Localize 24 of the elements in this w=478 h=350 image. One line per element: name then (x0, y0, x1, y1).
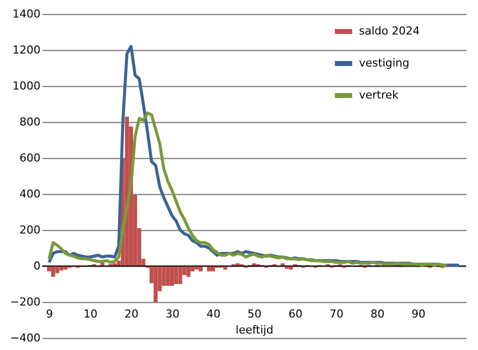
x-tick-label: 80 (370, 308, 384, 320)
y-tick-label: 800 (20, 116, 40, 128)
y-tick-label: −200 (10, 296, 40, 308)
x-tick-label: 20 (124, 308, 139, 320)
x-tick-label: 10 (84, 308, 98, 320)
y-tick-label: 200 (20, 224, 40, 236)
x-tick-label: 9 (46, 308, 54, 320)
x-tick-label: 60 (288, 308, 302, 320)
legend-label: vertrek (359, 88, 400, 102)
y-tick-label: 0 (34, 260, 40, 272)
x-tick-label: 90 (411, 308, 426, 320)
legend-label: saldo 2024 (359, 24, 420, 38)
y-tick-label: −400 (10, 332, 40, 344)
x-axis-title: leeftijd (236, 324, 274, 336)
x-tick-label: 40 (206, 308, 221, 320)
x-tick-label: 50 (248, 308, 262, 320)
x-tick-label: 30 (166, 308, 180, 320)
y-tick-label: 1400 (12, 8, 40, 20)
y-tick-label: 1000 (12, 80, 40, 92)
y-tick-label: 400 (20, 188, 40, 200)
x-tick-label: 70 (329, 308, 344, 320)
y-tick-label: 600 (20, 152, 40, 164)
legend-label: vestiging (359, 56, 410, 70)
y-tick-label: 1200 (12, 44, 40, 56)
